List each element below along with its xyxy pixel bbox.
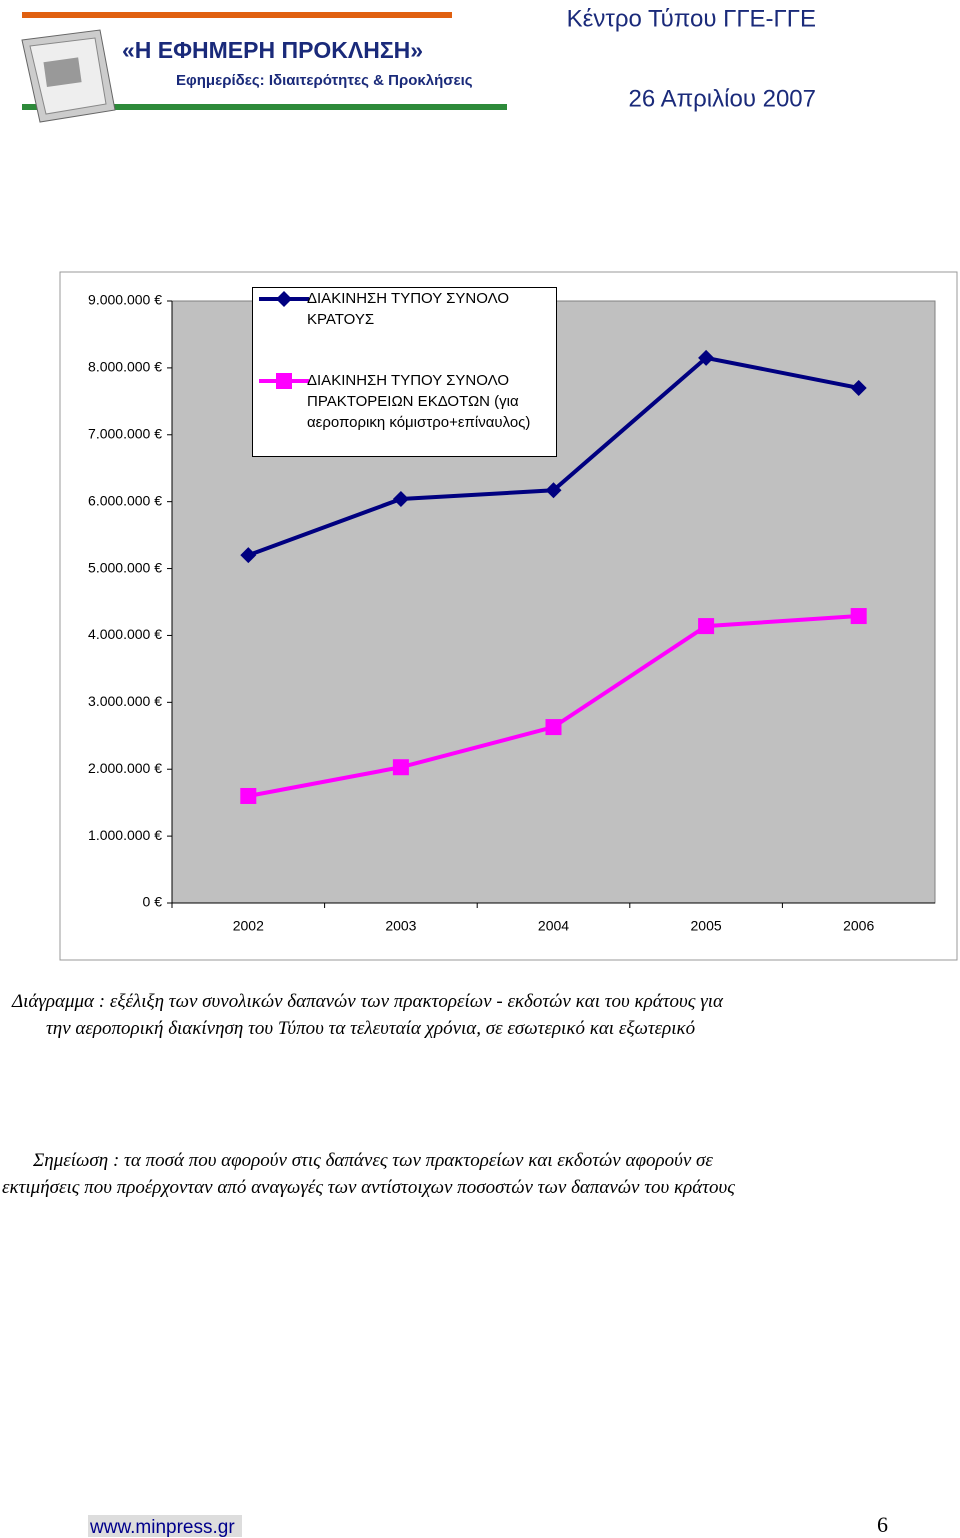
x-tick-label: 2004 bbox=[538, 918, 569, 934]
logo-bar bbox=[22, 104, 507, 110]
logo-subtitle: Εφημερίδες: Ιδιαιτερότητες & Προκλήσεις bbox=[176, 72, 473, 89]
note-line: εκτιμήσεις που προέρχονταν από αναγωγές … bbox=[2, 1177, 735, 1198]
caption-line: Διάγραμμα : εξέλιξη των συνολικών δαπανώ… bbox=[11, 991, 724, 1012]
x-tick-label: 2002 bbox=[233, 918, 264, 934]
y-tick-label: 9.000.000 € bbox=[88, 292, 162, 308]
url-highlight bbox=[88, 1515, 242, 1537]
point bbox=[240, 547, 257, 564]
y-tick-label: 0 € bbox=[143, 894, 163, 910]
y-tick-label: 4.000.000 € bbox=[88, 626, 162, 642]
x-tick-label: 2003 bbox=[385, 918, 416, 934]
date: 26 Απριλίου 2007 bbox=[629, 85, 816, 112]
x-tick-label: 2006 bbox=[843, 918, 874, 934]
legend-label: ΔΙΑΚΙΝΗΣΗ ΤΥΠΟΥ ΣΥΝΟΛΟ ΚΡΑΤΟΥΣ bbox=[307, 290, 509, 328]
legend-swatch bbox=[259, 291, 309, 307]
logo-title: «Η ΕΦΗΜΕΡΗ ΠΡΟΚΛΗΣΗ» bbox=[122, 37, 423, 63]
x-tick-label: 2005 bbox=[691, 918, 722, 934]
point bbox=[698, 349, 715, 366]
point bbox=[392, 490, 409, 507]
y-tick-label: 5.000.000 € bbox=[88, 559, 162, 575]
point bbox=[850, 608, 867, 625]
y-tick-label: 3.000.000 € bbox=[88, 693, 162, 709]
caption-line: την αεροπορική διακίνηση του Τύπου τα τε… bbox=[46, 1018, 695, 1039]
point bbox=[392, 759, 409, 776]
legend-label: ΔΙΑΚΙΝΗΣΗ ΤΥΠΟΥ ΣΥΝΟΛΟ ΠΡΑΚΤΟΡΕΙΩΝ ΕΚΔΟΤ… bbox=[307, 372, 531, 431]
point bbox=[850, 379, 867, 396]
point bbox=[545, 482, 562, 499]
point bbox=[698, 618, 715, 635]
y-tick-label: 1.000.000 € bbox=[88, 827, 162, 843]
legend: ΔΙΑΚΙΝΗΣΗ ΤΥΠΟΥ ΣΥΝΟΛΟ ΚΡΑΤΟΥΣ ΔΙΑΚΙΝΗΣΗ … bbox=[252, 287, 557, 457]
y-tick-label: 8.000.000 € bbox=[88, 359, 162, 375]
point bbox=[240, 787, 257, 804]
note-line: Σημείωση : τα ποσά που αφορούν στις δαπά… bbox=[32, 1150, 713, 1171]
logo-bar bbox=[22, 12, 452, 18]
logo-photo bbox=[43, 57, 82, 87]
point bbox=[276, 291, 292, 307]
y-tick-label: 6.000.000 € bbox=[88, 492, 162, 508]
y-tick-label: 7.000.000 € bbox=[88, 425, 162, 441]
y-tick-label: 2.000.000 € bbox=[88, 760, 162, 776]
point bbox=[545, 719, 562, 736]
point bbox=[276, 373, 292, 389]
organization: Κέντρο Τύπου ΓΓΕ-ΓΓΕ bbox=[567, 5, 816, 32]
logo: «Η ΕΦΗΜΕΡΗ ΠΡΟΚΛΗΣΗ» Εφημερίδες: Ιδιαιτε… bbox=[21, 12, 507, 123]
footer-url[interactable]: www.minpress.gr bbox=[89, 1517, 235, 1538]
legend-swatch bbox=[259, 373, 309, 389]
page-number: 6 bbox=[877, 1512, 888, 1537]
